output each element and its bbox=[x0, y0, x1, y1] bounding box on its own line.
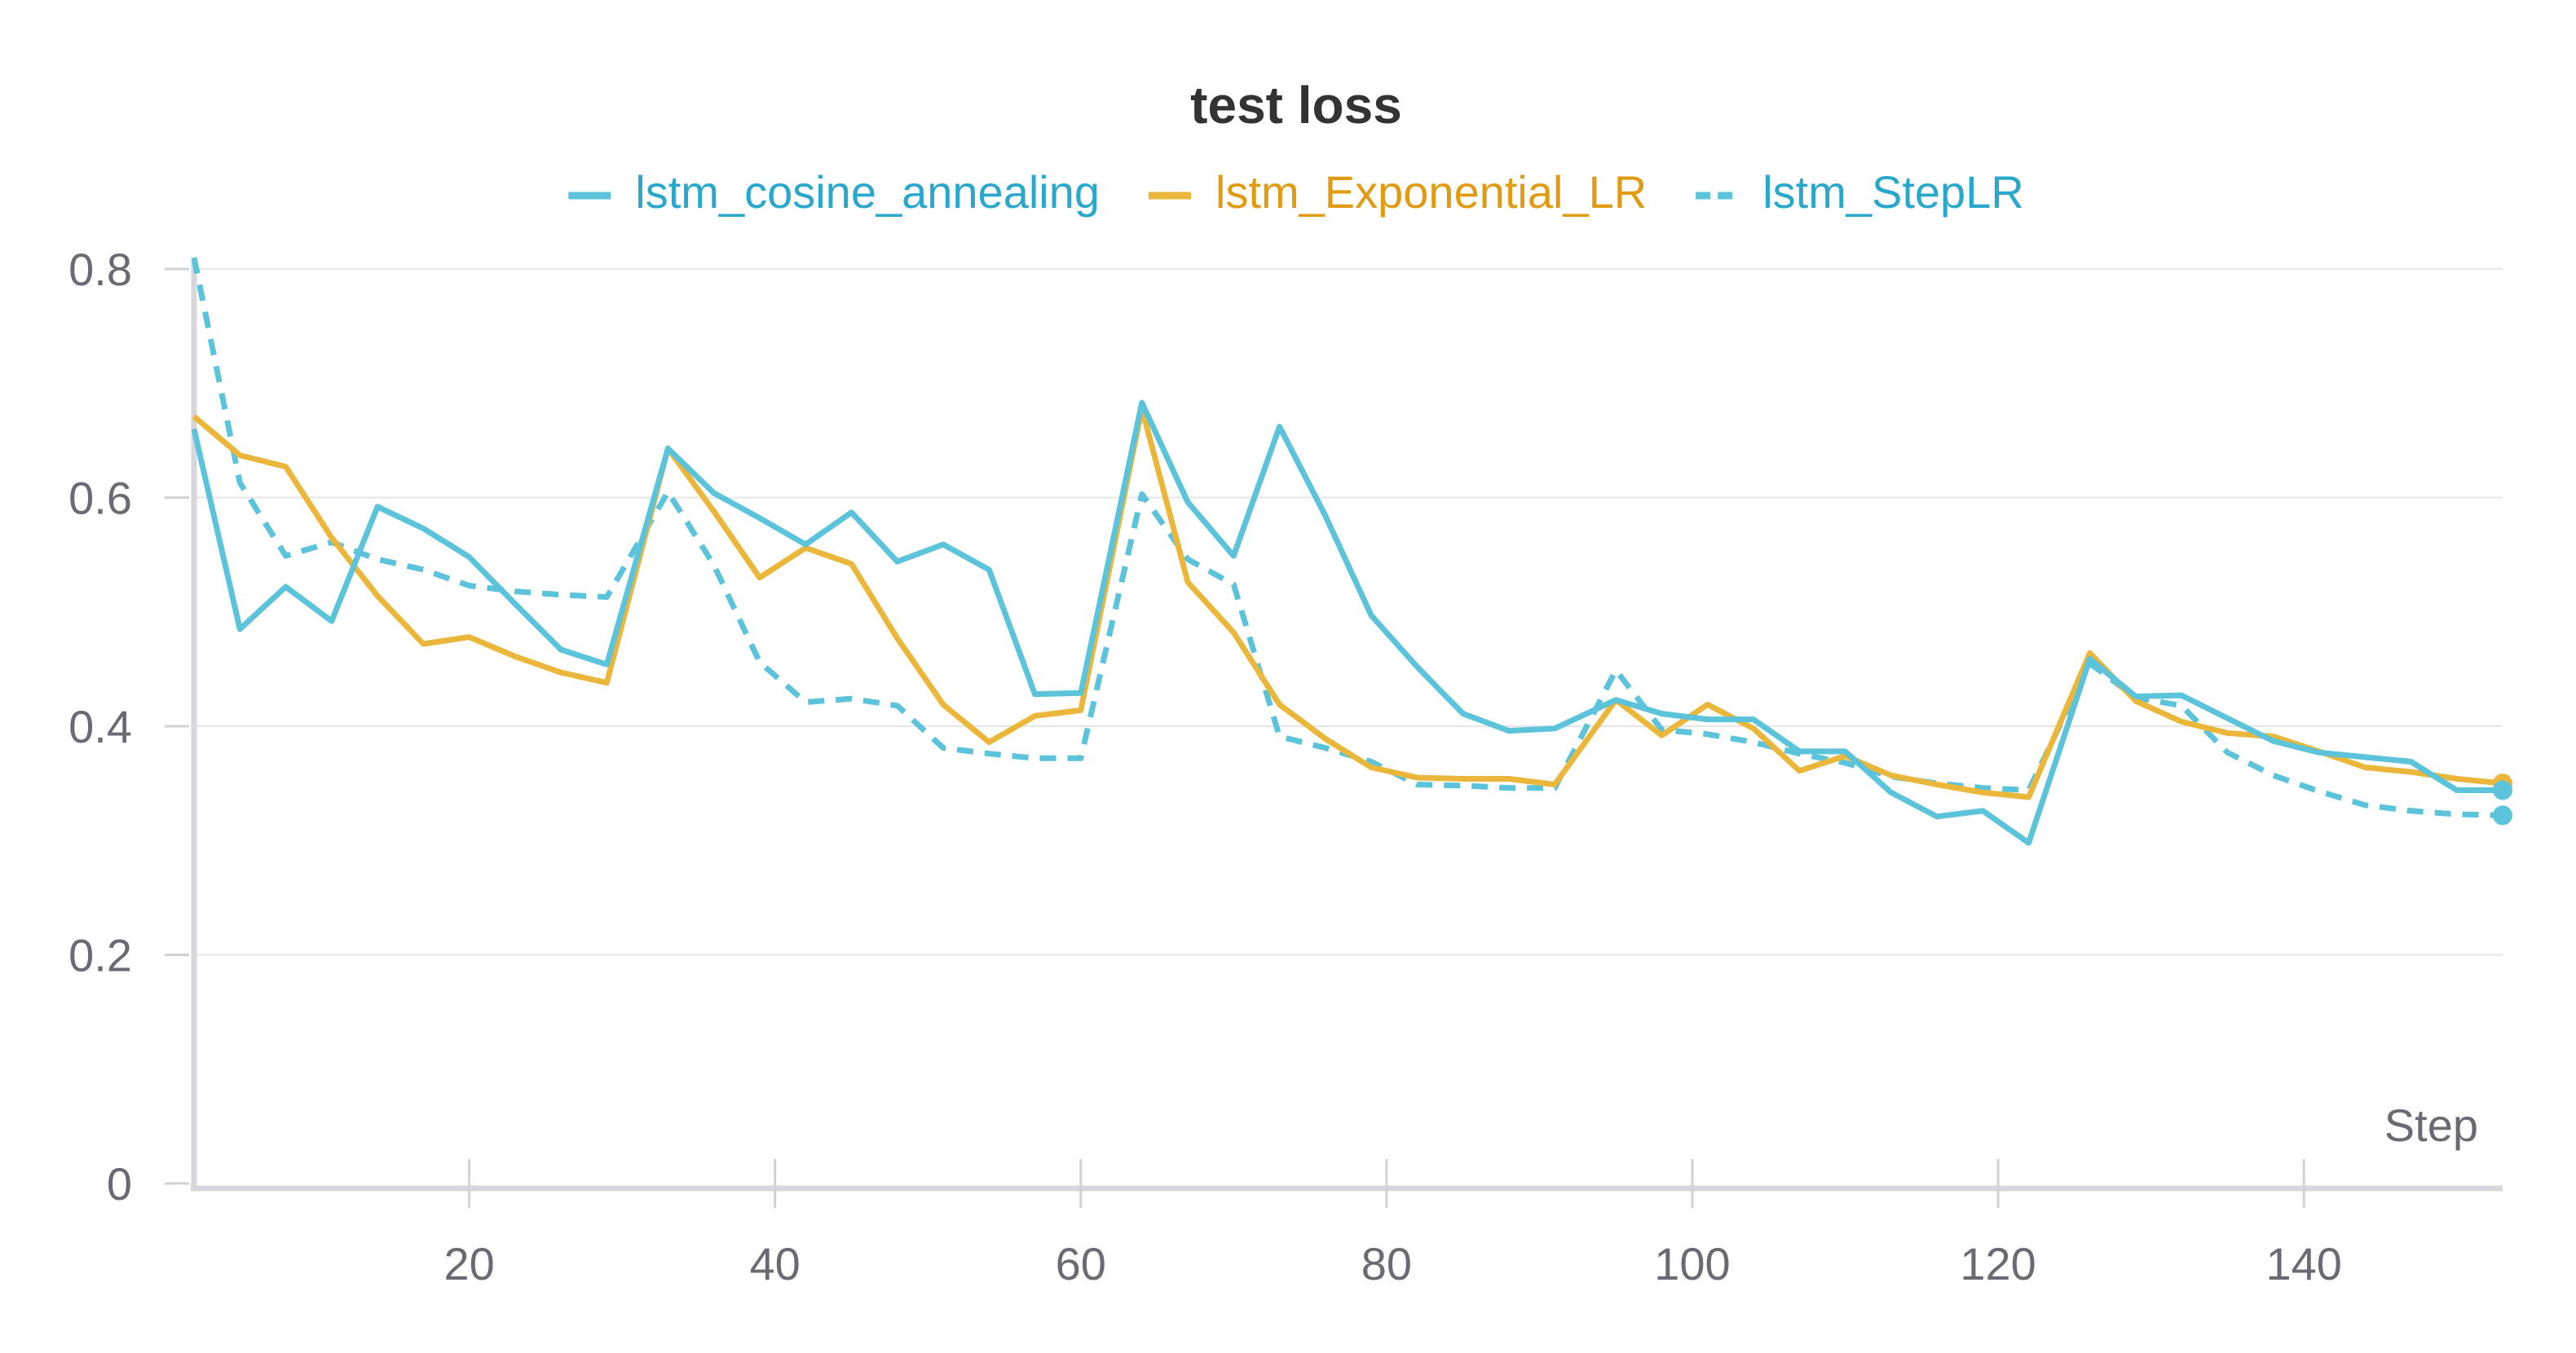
chart-axes bbox=[191, 259, 2503, 1192]
x-axis-label: Step bbox=[2384, 1100, 2478, 1151]
legend-item-lstm-exponential-lr[interactable]: lstm_Exponential_LR bbox=[1149, 166, 1647, 218]
x-tick-label: 20 bbox=[443, 1238, 494, 1289]
y-tick-label: 0.4 bbox=[68, 701, 132, 752]
y-tick-label: 0.6 bbox=[68, 473, 132, 524]
y-tick-label: 0 bbox=[107, 1158, 132, 1210]
x-tick-label: 100 bbox=[1654, 1238, 1730, 1289]
chart-title: test loss bbox=[1190, 76, 1402, 134]
chart-grid bbox=[194, 268, 2503, 956]
y-axis-ticks: 0 0.2 0.4 0.6 0.8 bbox=[68, 244, 189, 1210]
legend-item-lstm-steplr[interactable]: lstm_StepLR bbox=[1696, 166, 2024, 218]
x-axis-ticks: 20 40 60 80 100 120 140 bbox=[443, 1159, 2342, 1289]
x-tick-label: 40 bbox=[750, 1238, 801, 1289]
legend-label: lstm_Exponential_LR bbox=[1215, 166, 1647, 218]
series-endpoint-lstm-steplr[interactable] bbox=[2493, 805, 2512, 826]
series-endpoint-lstm-cosine-annealing[interactable] bbox=[2493, 780, 2512, 800]
x-tick-label: 60 bbox=[1056, 1238, 1106, 1289]
legend-label: lstm_StepLR bbox=[1762, 166, 2024, 218]
legend-item-lstm-cosine-annealing[interactable]: lstm_cosine_annealing bbox=[568, 166, 1100, 218]
series-line-lstm-steplr[interactable] bbox=[191, 257, 2503, 818]
y-tick-label: 0.2 bbox=[68, 930, 132, 981]
plot-area bbox=[191, 257, 2512, 846]
y-tick-label: 0.8 bbox=[68, 244, 132, 295]
x-tick-label: 140 bbox=[2265, 1238, 2341, 1289]
chart-legend[interactable]: lstm_cosine_annealing lstm_Exponential_LR… bbox=[568, 166, 2024, 218]
x-tick-label: 80 bbox=[1361, 1238, 1412, 1289]
series-line-lstm-exponential-lr[interactable] bbox=[192, 405, 2503, 800]
x-tick-label: 120 bbox=[1960, 1238, 2036, 1289]
series-line-lstm-cosine-annealing[interactable] bbox=[191, 399, 2503, 846]
legend-label: lstm_cosine_annealing bbox=[635, 166, 1100, 218]
